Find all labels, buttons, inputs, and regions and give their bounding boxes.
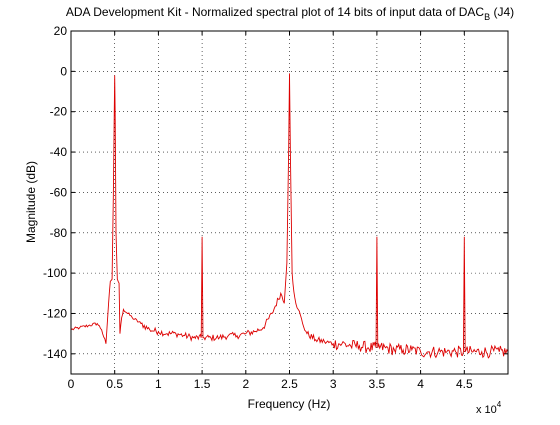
series-layer bbox=[71, 73, 508, 359]
tick-marks bbox=[70, 30, 508, 374]
x-axis-multiplier-base: x 10 bbox=[476, 404, 497, 416]
x-tick-label: 4 bbox=[417, 377, 424, 391]
plot-area bbox=[70, 30, 509, 375]
x-axis-multiplier: x 104 bbox=[476, 400, 502, 416]
x-tick-label: 2.5 bbox=[281, 377, 298, 391]
chart-title-suffix: (J4) bbox=[490, 5, 514, 19]
y-tick-labels: 20 0 -20 -40 -60 -80 -100 -120 -140 bbox=[43, 24, 67, 361]
x-tick-label: 4.5 bbox=[456, 377, 473, 391]
x-tick-label: 3 bbox=[330, 377, 337, 391]
y-tick-label: -20 bbox=[50, 105, 68, 119]
y-tick-label: -100 bbox=[43, 266, 67, 280]
chart-title-subscript: B bbox=[484, 12, 490, 22]
y-tick-label: 0 bbox=[60, 64, 67, 78]
chart-title: ADA Development Kit - Normalized spectra… bbox=[66, 5, 514, 22]
y-tick-label: -80 bbox=[50, 226, 68, 240]
y-tick-label: -120 bbox=[43, 306, 67, 320]
x-tick-label: 1 bbox=[155, 377, 162, 391]
y-axis-label: Magnitude (dB) bbox=[24, 161, 38, 243]
x-tick-label: 3.5 bbox=[369, 377, 386, 391]
y-tick-label: 20 bbox=[54, 24, 68, 38]
x-axis-label: Frequency (Hz) bbox=[248, 397, 331, 411]
y-tick-label: -40 bbox=[50, 145, 68, 159]
x-tick-label: 1.5 bbox=[194, 377, 211, 391]
x-tick-label: 2 bbox=[242, 377, 249, 391]
x-tick-label: 0.5 bbox=[106, 377, 123, 391]
x-tick-label: 0 bbox=[68, 377, 75, 391]
y-tick-label: -60 bbox=[50, 185, 68, 199]
x-axis-multiplier-exponent: 4 bbox=[497, 400, 502, 409]
chart-title-main: ADA Development Kit - Normalized spectra… bbox=[66, 5, 485, 19]
spectrum-series-line bbox=[71, 73, 508, 359]
y-tick-label: -140 bbox=[43, 347, 67, 361]
x-tick-labels: 0 0.5 1 1.5 2 2.5 3 3.5 4 4.5 bbox=[68, 377, 473, 391]
